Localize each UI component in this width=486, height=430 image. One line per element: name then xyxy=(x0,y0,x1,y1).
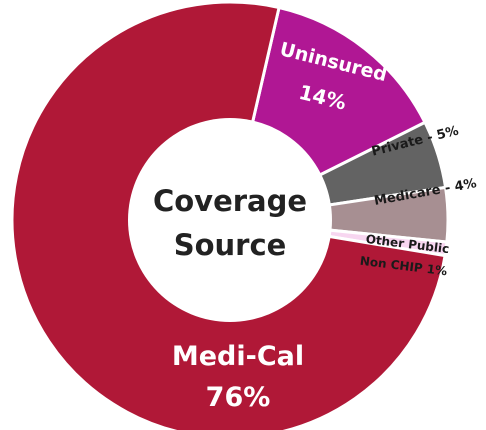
center-label-line-1: Coverage xyxy=(153,184,307,218)
slice-label-medi-cal: Medi-Cal xyxy=(172,341,304,372)
slice-value-medi-cal: 76% xyxy=(206,382,271,413)
donut-hole xyxy=(128,118,332,322)
center-label-line-2: Source xyxy=(174,228,287,262)
